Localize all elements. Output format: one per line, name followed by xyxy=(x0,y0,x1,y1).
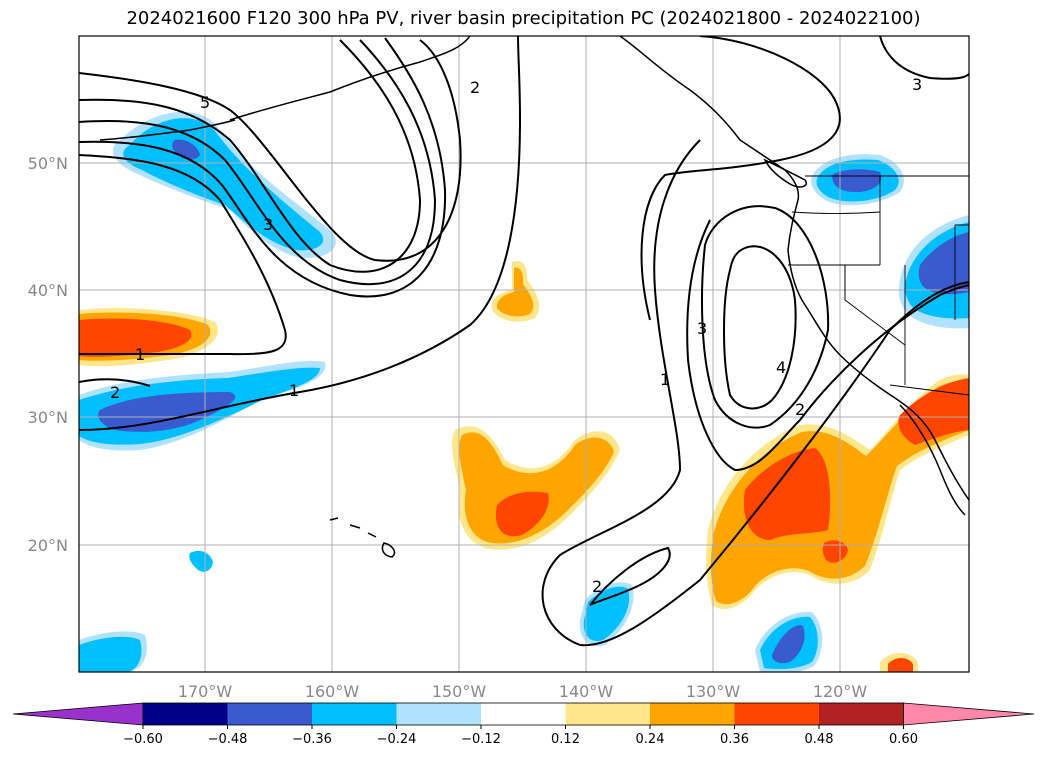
lon-label-160w: 160°W xyxy=(305,682,360,701)
colorbar-tick-label: 0.36 xyxy=(720,732,749,747)
utah-border xyxy=(954,224,969,320)
lon-label-140w: 140°W xyxy=(559,682,614,701)
colorbar-segment xyxy=(227,703,312,725)
pv-label-2-north: 2 xyxy=(470,78,480,97)
pv-contour-1-west xyxy=(79,154,287,356)
mexico-border xyxy=(889,384,969,396)
colorbar-tick-label: 0.24 xyxy=(636,732,665,747)
colorbar-segment xyxy=(734,703,819,725)
us-west-coast xyxy=(787,199,969,501)
pv-contour-ridge-4 xyxy=(723,245,797,410)
pv-label-2-south: 2 xyxy=(592,577,602,596)
pv-contours xyxy=(79,36,969,647)
colorbar-segment xyxy=(565,703,650,725)
precip-neg-w-dark xyxy=(98,392,236,432)
pv-label-3-west: 3 xyxy=(263,215,273,234)
pv-contour-ridge-3 xyxy=(701,205,830,429)
aleutians xyxy=(99,119,236,141)
pv-label-3-ridge: 3 xyxy=(697,319,707,338)
precip-neg-nw xyxy=(123,118,324,251)
map-title: 2024021600 F120 300 hPa PV, river basin … xyxy=(126,8,921,29)
precip-neg-inland-dark xyxy=(918,232,969,295)
pv-contour-5 xyxy=(79,39,422,273)
lat-axis: 50°N 40°N 30°N 20°N xyxy=(28,154,68,555)
lat-label-20n: 20°N xyxy=(28,536,68,555)
pv-label-5: 5 xyxy=(200,93,210,112)
pv-contour-3-ne xyxy=(879,36,969,80)
colorbar-segment xyxy=(312,703,397,725)
map-frame xyxy=(78,35,970,673)
colorbar-extend-min xyxy=(12,702,144,726)
colorbar-tick-label: 0.60 xyxy=(889,732,918,747)
colorbar-tick-label: −0.24 xyxy=(377,732,417,747)
colorbar-extend-max xyxy=(903,702,1035,726)
pv-label-2-east: 2 xyxy=(795,400,805,419)
pv-label-1-west: 1 xyxy=(135,345,145,364)
boundaries xyxy=(788,175,969,396)
pv-label-2-west: 2 xyxy=(110,383,120,402)
pv-label-1-mid: 1 xyxy=(289,381,299,400)
pv-contour-1-mid xyxy=(79,36,522,431)
precip-neg-ne-dark xyxy=(832,169,882,193)
precip-pos-s xyxy=(888,658,913,672)
coastlines xyxy=(99,36,969,558)
colorbar-tick-label: 0.12 xyxy=(551,732,580,747)
lon-label-130w: 130°W xyxy=(686,682,741,701)
lat-label-30n: 30°N xyxy=(28,408,68,427)
pv-contour-2-west xyxy=(79,39,462,262)
precip-neg-s3 xyxy=(79,636,142,672)
pv-contour-4 xyxy=(79,39,437,286)
precip-pos-e-red xyxy=(743,448,831,540)
pv-contour-ridge-2 xyxy=(686,219,969,472)
washington-oregon xyxy=(791,211,881,214)
colorbar-tick-label: −0.36 xyxy=(292,732,332,747)
precip-pos-e-red2 xyxy=(898,378,969,445)
pv-label-4-ridge: 4 xyxy=(776,358,786,377)
colorbar-tick-label: −0.12 xyxy=(461,732,501,747)
colorbar-segment xyxy=(481,703,566,725)
lon-label-120w: 120°W xyxy=(813,682,868,701)
baja-coast xyxy=(899,404,966,516)
colorbar-segment xyxy=(819,703,904,725)
pv-label-1-ridge: 1 xyxy=(660,370,670,389)
lon-label-170w: 170°W xyxy=(178,682,233,701)
precip-pos-small-orange xyxy=(496,267,534,317)
pv-contour-3 xyxy=(79,37,447,298)
lon-label-150w: 150°W xyxy=(432,682,487,701)
pv-contour-2-south xyxy=(589,546,671,606)
precip-neg-s2-dark xyxy=(772,625,805,664)
vancouver-island xyxy=(763,158,807,188)
precip-pos-w-red xyxy=(79,318,192,357)
precip-pos-c-red xyxy=(495,491,549,537)
pv-contour-labels: 5 3 2 1 2 1 3 3 4 1 2 2 xyxy=(110,75,922,596)
lon-axis: 170°W 160°W 150°W 140°W 130°W 120°W xyxy=(178,682,868,701)
pv-contour-2-low xyxy=(79,378,151,387)
alaska-coast xyxy=(229,36,471,121)
pv-label-3-northeast: 3 xyxy=(912,75,922,94)
lat-label-50n: 50°N xyxy=(28,154,68,173)
colorbar-segment xyxy=(650,703,735,725)
colorbar-tick-label: 0.48 xyxy=(805,732,834,747)
colorbar-segment xyxy=(396,703,481,725)
precip-neg-hawaii-w xyxy=(189,550,213,572)
precip-pos-e-red3 xyxy=(822,540,848,563)
colorbar-tick-label: −0.60 xyxy=(123,732,163,747)
pv-contour-ridge-1 xyxy=(541,139,969,647)
colorbar: −0.60 −0.48 −0.36 −0.24 −0.12 0.12 0.24 0.36 0.4… xyxy=(12,702,1035,747)
colorbar-frame xyxy=(142,702,904,726)
lat-label-40n: 40°N xyxy=(28,281,68,300)
pv-contour-north-arc xyxy=(640,36,841,321)
colorbar-segment xyxy=(143,703,228,725)
hawaii-islands xyxy=(329,517,396,558)
bc-alaska-panhandle xyxy=(619,36,800,201)
colorbar-tick-label: −0.48 xyxy=(208,732,248,747)
